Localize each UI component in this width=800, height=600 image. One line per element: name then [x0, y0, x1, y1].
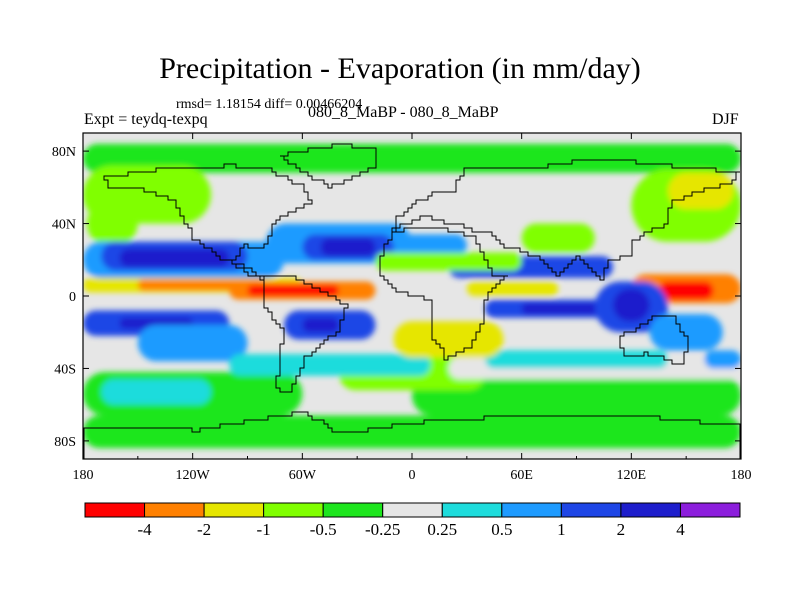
colorbar-swatch [620, 502, 681, 518]
lon-tick-label: 180 [73, 468, 94, 483]
continent-outline [280, 143, 377, 189]
contour-patch [485, 350, 668, 369]
lon-tick-label: 60W [289, 468, 317, 483]
contour-patch [229, 353, 431, 376]
colorbar-label: 4 [676, 520, 685, 539]
colorbar-swatch [382, 502, 443, 518]
colorbar-label: -4 [137, 520, 152, 539]
contour-patch [302, 317, 339, 333]
contour-patch [86, 201, 138, 246]
colorbar-label: 0.25 [427, 520, 457, 539]
colorbar-swatch [501, 502, 562, 518]
colorbar-label: 0.5 [491, 520, 512, 539]
continent-outline [391, 159, 740, 281]
contour-patch [393, 234, 467, 257]
colorbar-label: 1 [557, 520, 566, 539]
contour-patch [667, 172, 734, 210]
contour-patch [521, 223, 595, 253]
colorbar-label: 2 [617, 520, 626, 539]
contour-patch [320, 238, 376, 257]
lat-tick-label: 80S [54, 435, 76, 450]
contour-patch [83, 143, 741, 173]
continent-outline [379, 227, 508, 361]
continent-outline [619, 315, 689, 365]
lon-tick-label: 180 [731, 468, 752, 483]
colorbar-swatch [263, 502, 324, 518]
contour-patch [613, 288, 650, 322]
plot-title: Precipitation - Evaporation (in mm/day) [159, 52, 641, 85]
latitude-axis: 80N 40N 0 40S 80S [52, 145, 741, 450]
continent-outline [263, 275, 349, 393]
continent-outline [83, 411, 741, 459]
lon-tick-label: 60E [510, 468, 533, 483]
contour-patch [101, 379, 211, 405]
experiment-label: Expt = teydq-texpq [84, 111, 208, 128]
lat-tick-label: 0 [69, 290, 76, 305]
colorbar-label: -0.25 [365, 520, 400, 539]
contour-patch [521, 303, 614, 315]
contour-patch [137, 324, 248, 362]
stats-label: rmsd= 1.18154 diff= 0.00466204 [176, 97, 363, 112]
longitude-axis: 180 120W 60W 0 60E 120E 180 [73, 133, 752, 483]
colorbar-swatch [679, 502, 741, 518]
colorbar-label: -1 [257, 520, 271, 539]
field-contours [83, 143, 741, 449]
lon-tick-label: 0 [409, 468, 416, 483]
contour-patch [247, 285, 339, 296]
contour-patch [119, 248, 230, 268]
contour-patch [393, 321, 504, 358]
contour-patch [412, 375, 741, 416]
map-subtitle: 080_8_MaBP - 080_8_MaBP [308, 104, 499, 121]
contour-patch [704, 350, 741, 369]
contour-patch [466, 281, 559, 296]
contour-patch [375, 252, 522, 271]
contour-patch [83, 415, 741, 449]
lat-tick-label: 40N [52, 218, 76, 233]
colorbar-swatch [441, 502, 503, 518]
colorbar-swatch [560, 502, 622, 518]
continent-outline [103, 163, 313, 281]
coastline-layer [83, 143, 741, 459]
colorbar-swatch [322, 502, 384, 518]
contour-patch [658, 281, 714, 300]
lat-tick-label: 40S [54, 362, 76, 377]
lat-tick-label: 80N [52, 145, 76, 160]
colorbar-label: -2 [197, 520, 211, 539]
lon-tick-label: 120W [176, 468, 211, 483]
colorbar-swatch [84, 502, 146, 518]
season-label: DJF [712, 111, 739, 128]
colorbar-swatch [203, 502, 265, 518]
colorbar: -4 -2 -1 -0.5 -0.25 0.25 0.5 1 2 4 [84, 502, 741, 539]
contour-patch [649, 314, 723, 351]
colorbar-label: -0.5 [310, 520, 337, 539]
colorbar-swatch [144, 502, 205, 518]
lon-tick-label: 120E [617, 468, 647, 483]
